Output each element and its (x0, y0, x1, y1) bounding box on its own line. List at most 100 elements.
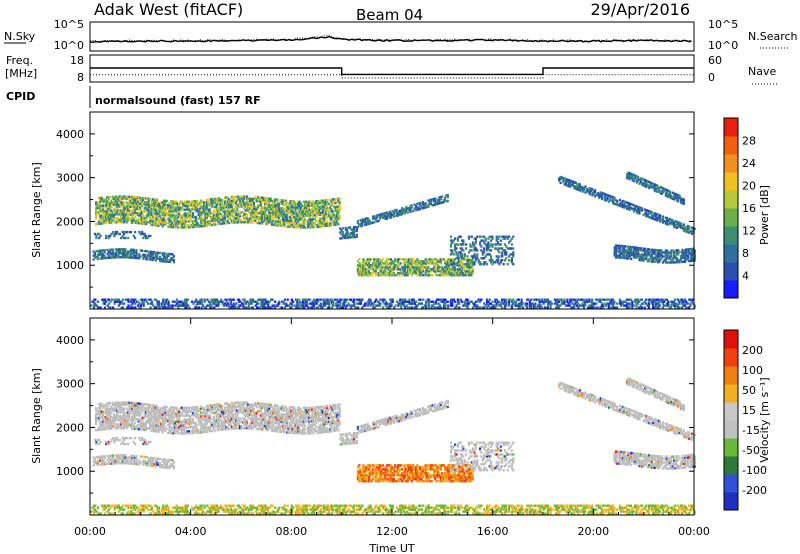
power-echo-cell (113, 302, 116, 305)
power-echo-cell (675, 261, 678, 264)
power-echo-cell (420, 260, 423, 263)
power-echo-cell (650, 211, 653, 214)
power-echo-cell (286, 225, 289, 228)
power-echo-cell (462, 249, 465, 252)
power-echo-cell (640, 298, 644, 301)
power-echo-cell (481, 257, 484, 260)
power-echo-cell (638, 256, 641, 260)
power-echo-cell (413, 262, 416, 265)
power-echo-cell (575, 300, 578, 303)
power-echo-cell (645, 210, 648, 214)
power-echo-cell (124, 195, 127, 198)
power-echo-cell (391, 213, 394, 217)
power-echo-cell (283, 213, 286, 216)
power-echo-cell (643, 247, 647, 251)
power-echo-cell (320, 205, 323, 208)
power-echo-cell (377, 264, 380, 267)
power-echo-cell (333, 213, 336, 217)
power-echo-cell (693, 227, 696, 231)
power-echo-cell (187, 204, 190, 207)
power-echo-cell (427, 270, 430, 273)
power-echo-cell (183, 200, 186, 203)
power-echo-cell (185, 206, 188, 209)
power-echo-cell (304, 206, 307, 209)
power-echo-cell (465, 302, 468, 305)
power-echo-cell (284, 219, 287, 222)
power-echo-cell (649, 185, 652, 188)
power-echo-cell (194, 205, 197, 209)
power-echo-cell (158, 214, 161, 218)
power-echo-cell (490, 302, 493, 305)
power-echo-cell (621, 244, 624, 248)
power-echo-cell (178, 300, 181, 303)
power-echo-cell (223, 196, 226, 199)
power-echo-cell (100, 206, 103, 209)
power-echo-cell (645, 251, 648, 255)
power-echo-cell (580, 187, 583, 191)
power-echo-cell (104, 206, 107, 209)
power-echo-cell (308, 220, 311, 223)
power-echo-cell (182, 304, 185, 307)
power-echo-cell (126, 213, 130, 216)
power-echo-cell (681, 298, 684, 301)
power-echo-cell (102, 298, 105, 301)
power-echo-cell (329, 214, 332, 217)
power-echo-cell (222, 206, 225, 209)
power-echo-cell (232, 221, 235, 224)
power-echo-cell (244, 219, 247, 222)
power-echo-cell (271, 304, 274, 307)
power-echo-cell (196, 306, 199, 309)
power-echo-cell (358, 270, 361, 273)
power-echo-cell (458, 257, 461, 260)
power-echo-cell (632, 248, 635, 251)
velocity-echo-cell (96, 409, 99, 412)
power-echo-cell (164, 215, 167, 218)
power-echo-cell (434, 300, 437, 303)
power-echo-cell (259, 202, 262, 205)
power-echo-cell (106, 200, 109, 203)
power-echo-cell (639, 306, 642, 309)
power-echo-cell (118, 195, 121, 198)
power-echo-cell (322, 205, 325, 208)
power-echo-cell (142, 236, 145, 240)
power-echo-cell (313, 221, 316, 225)
power-echo-cell (119, 300, 122, 303)
power-echo-cell (217, 304, 220, 307)
power-echo-cell (331, 210, 334, 213)
power-echo-cell (281, 300, 284, 303)
power-echo-cell (659, 249, 662, 252)
power-echo-cell (134, 306, 137, 309)
power-echo-cell (288, 209, 291, 213)
power-echo-cell (301, 304, 304, 307)
power-echo-cell (675, 199, 679, 202)
power-echo-cell (111, 250, 115, 253)
power-echo-cell (276, 220, 279, 223)
power-echo-cell (343, 298, 346, 301)
power-echo-cell (150, 258, 153, 261)
power-echo-cell (102, 206, 105, 209)
power-echo-cell (265, 203, 268, 206)
power-colorbar-tick-1: 24 (742, 157, 756, 170)
power-echo-cell (135, 250, 138, 254)
power-echo-cell (474, 247, 477, 250)
power-echo-cell (395, 268, 398, 271)
velocity-echo-cell (106, 417, 109, 421)
power-echo-cell (217, 300, 220, 303)
power-echo-cell (131, 219, 134, 222)
power-echo-cell (460, 264, 463, 267)
power-echo-cell (440, 300, 443, 303)
power-echo-cell (138, 253, 141, 256)
power-echo-cell (224, 298, 227, 301)
power-echo-cell (454, 243, 457, 246)
power-echo-cell (245, 302, 248, 305)
power-echo-cell (171, 304, 174, 307)
power-echo-cell (121, 302, 124, 305)
power-echo-cell (180, 202, 184, 205)
power-echo-cell (424, 202, 427, 205)
power-echo-cell (158, 208, 161, 212)
power-echo-cell (649, 183, 652, 186)
power-echo-cell (682, 252, 685, 256)
power-echo-cell (428, 203, 431, 206)
power-echo-cell (359, 262, 362, 265)
power-echo-cell (96, 203, 99, 206)
